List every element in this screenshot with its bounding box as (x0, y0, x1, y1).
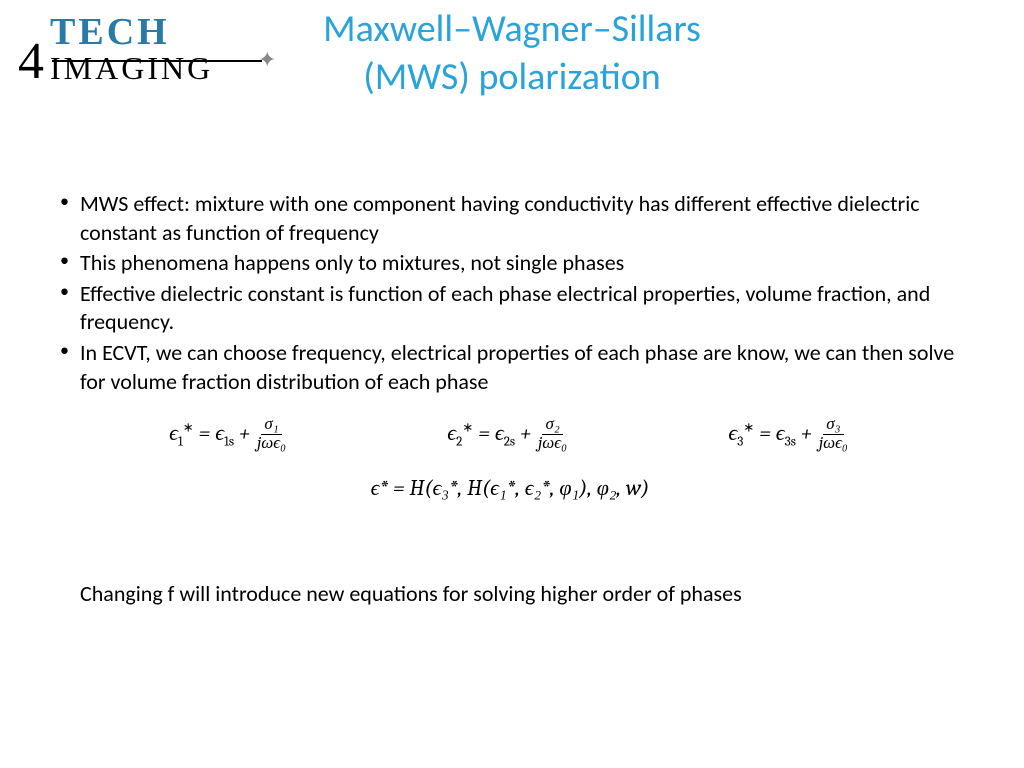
equation-3: ϵ3∗ = ϵ3s + σ₃ jωϵ₀ (728, 416, 851, 453)
title-line-1: Maxwell–Wagner–Sillars (323, 6, 701, 52)
equations-row: ϵ1∗ = ϵ1s + σ₁ jωϵ₀ ϵ2∗ = ϵ2s + σ₂ jωϵ₀ … (90, 416, 930, 453)
title-line-2: (MWS) polarization (363, 54, 661, 100)
bullet-item: This phenomena happens only to mixtures,… (50, 249, 970, 278)
equation-main: ϵ* = H(ϵ₃*, H(ϵ₁*, ϵ₂*, φ₁), φ₂, w) (50, 475, 970, 501)
bullet-item: In ECVT, we can choose frequency, electr… (50, 339, 970, 396)
bullet-list: MWS effect: mixture with one component h… (50, 190, 970, 396)
equation-2: ϵ2∗ = ϵ2s + σ₂ jωϵ₀ (447, 416, 570, 453)
bullet-item: MWS effect: mixture with one component h… (50, 190, 970, 247)
footer-text: Changing f will introduce new equations … (80, 580, 742, 607)
content-area: MWS effect: mixture with one component h… (50, 190, 970, 501)
slide-title: Maxwell–Wagner–Sillars (MWS) polarizatio… (0, 6, 1024, 101)
equation-1: ϵ1∗ = ϵ1s + σ₁ jωϵ₀ (169, 416, 289, 453)
bullet-item: Effective dielectric constant is functio… (50, 280, 970, 337)
